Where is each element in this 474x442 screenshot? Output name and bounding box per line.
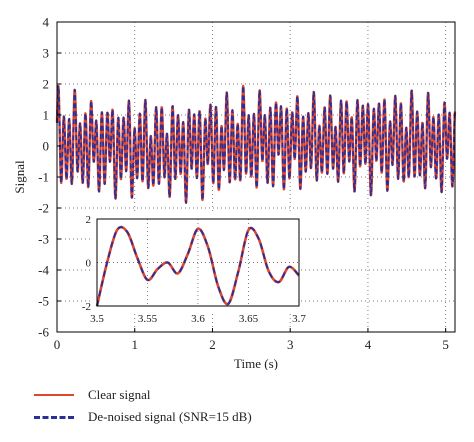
inset-x-tick-label: 3.65 (239, 313, 259, 325)
inset-line-clear-signal (95, 225, 300, 307)
inset-axes-frame (96, 218, 300, 307)
y-tick-label: -3 (38, 232, 49, 247)
inset-y-tick-label: 0 (86, 258, 92, 270)
y-tick-label: 4 (43, 15, 50, 30)
inset-x-tick-label: 3.7 (292, 313, 306, 325)
inset-series (95, 225, 300, 307)
y-tick-label: -6 (38, 325, 49, 340)
y-tick-label: -1 (38, 170, 49, 185)
legend: Clear signal De-noised signal (SNR=15 dB… (34, 384, 454, 428)
inset-x-tick-label: 3.5 (90, 313, 104, 325)
y-tick-label: 0 (43, 139, 50, 154)
y-tick-label: -5 (38, 294, 49, 309)
x-tick-label: 5 (442, 337, 449, 352)
inset-background (90, 214, 300, 312)
series-line-denoised-signal (56, 85, 456, 204)
legend-swatch-denoised-signal (34, 415, 74, 419)
legend-swatch-clear-signal (34, 394, 74, 396)
inset-y-tick-label: 2 (86, 214, 92, 226)
x-tick-label: 4 (365, 337, 372, 352)
y-tick-label: 1 (43, 108, 50, 123)
y-tick-label: -2 (38, 201, 49, 216)
x-tick-label: 0 (54, 337, 61, 352)
x-tick-label: 3 (287, 337, 294, 352)
inset-chart: 3.5 3.55 3.6 3.65 3.7 2 0 -2 (82, 214, 307, 325)
inset-ticks: 3.5 3.55 3.6 3.65 3.7 2 0 -2 (82, 214, 307, 325)
x-tick-label: 2 (209, 337, 216, 352)
main-ticks: 0 1 2 3 4 5 4 3 2 1 0 -1 -2 -3 -4 -5 -6 (38, 15, 449, 353)
x-tick-label: 1 (131, 337, 138, 352)
legend-label-clear-signal: Clear signal (88, 387, 151, 402)
legend-label-denoised-signal: De-noised signal (SNR=15 dB) (88, 409, 252, 424)
y-tick-label: 2 (43, 77, 50, 92)
legend-item-denoised-signal: De-noised signal (SNR=15 dB) (34, 406, 454, 428)
legend-item-clear-signal: Clear signal (34, 384, 454, 406)
inset-y-tick-label: -2 (82, 301, 91, 313)
y-axis-label: Signal (12, 160, 27, 194)
main-series (55, 84, 457, 205)
x-axis-label: Time (s) (234, 356, 278, 370)
y-tick-label: 3 (43, 46, 50, 61)
y-tick-label: -4 (38, 263, 49, 278)
inset-x-tick-label: 3.55 (138, 313, 158, 325)
inset-x-tick-label: 3.6 (191, 313, 205, 325)
